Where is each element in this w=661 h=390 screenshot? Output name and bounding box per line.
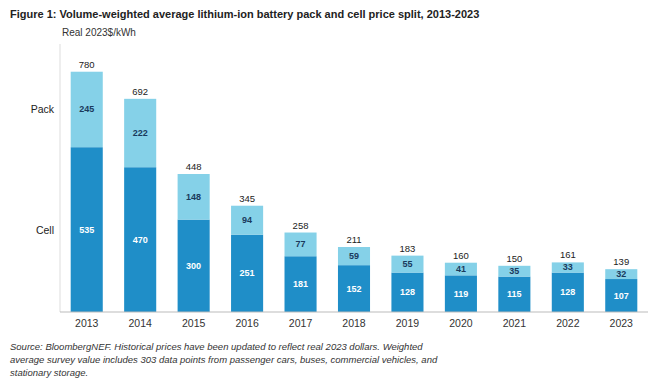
x-tick-label: 2019 bbox=[396, 317, 420, 329]
x-tick-label: 2022 bbox=[556, 317, 580, 329]
segment-label: 470 bbox=[133, 235, 148, 245]
bar-segment bbox=[338, 265, 370, 312]
y-axis-label: Real 2023$/kWh bbox=[62, 27, 136, 38]
total-label: 183 bbox=[400, 243, 416, 254]
title: Figure 1: Volume-weighted average lithiu… bbox=[10, 8, 479, 20]
total-label: 150 bbox=[506, 253, 522, 264]
x-tick-label: 2020 bbox=[449, 317, 473, 329]
total-label: 345 bbox=[239, 193, 255, 204]
source-note: Source: BloombergNEF. Historical prices … bbox=[10, 341, 438, 378]
bar-segment bbox=[605, 269, 637, 279]
segment-label: 119 bbox=[454, 289, 469, 299]
data-labels: 535 245 780 470 222 692 300 148 448 251 94 345 181 77… bbox=[79, 59, 629, 301]
source-line: average survey value includes 303 data p… bbox=[10, 354, 438, 365]
bar-segment bbox=[445, 263, 477, 276]
bar-segment bbox=[178, 220, 210, 312]
bar-segment bbox=[178, 174, 210, 220]
bar-segment bbox=[71, 147, 103, 312]
source-line: stationary storage. bbox=[10, 367, 88, 378]
bar-segment bbox=[338, 247, 370, 265]
series-label: Cell bbox=[36, 224, 54, 236]
bar-segment bbox=[124, 167, 156, 312]
bar-segment bbox=[391, 256, 423, 273]
bar-segment bbox=[391, 273, 423, 312]
segment-label: 41 bbox=[456, 264, 466, 274]
x-tick-label: 2014 bbox=[129, 317, 153, 329]
total-label: 692 bbox=[132, 86, 148, 97]
x-tick-label: 2015 bbox=[182, 317, 206, 329]
total-label: 780 bbox=[79, 59, 95, 70]
total-label: 211 bbox=[346, 234, 361, 245]
x-tick-label: 2023 bbox=[610, 317, 634, 329]
bar-segment bbox=[231, 206, 263, 235]
x-tick-label: 2017 bbox=[289, 317, 313, 329]
segment-label: 251 bbox=[240, 268, 255, 278]
segment-label: 128 bbox=[560, 287, 575, 297]
bar-segment bbox=[231, 235, 263, 312]
x-tick-label: 2021 bbox=[503, 317, 527, 329]
total-label: 258 bbox=[293, 220, 309, 231]
bar-segment bbox=[605, 279, 637, 312]
bar-segment bbox=[285, 256, 317, 312]
total-label: 139 bbox=[613, 256, 629, 267]
segment-label: 77 bbox=[296, 239, 306, 249]
bar-segment bbox=[498, 266, 530, 277]
segment-label: 107 bbox=[614, 291, 629, 301]
segment-label: 94 bbox=[242, 215, 252, 225]
segment-label: 33 bbox=[563, 262, 573, 272]
x-axis-line bbox=[60, 312, 648, 313]
y-axis-line bbox=[60, 44, 61, 312]
bar-segment bbox=[498, 277, 530, 312]
total-label: 448 bbox=[186, 161, 202, 172]
total-label: 160 bbox=[453, 250, 469, 261]
segment-label: 148 bbox=[186, 192, 201, 202]
bar-segment bbox=[552, 273, 584, 312]
x-tick-label: 2013 bbox=[75, 317, 99, 329]
segment-label: 535 bbox=[79, 225, 94, 235]
segment-label: 55 bbox=[402, 259, 412, 269]
bar-segment bbox=[552, 262, 584, 272]
segment-label: 245 bbox=[79, 104, 94, 114]
chart: Figure 1: Volume-weighted average lithiu… bbox=[0, 0, 661, 390]
x-tick-label: 2016 bbox=[235, 317, 259, 329]
bar-segment bbox=[71, 72, 103, 147]
segment-label: 181 bbox=[293, 279, 308, 289]
bars bbox=[71, 72, 638, 312]
source-line: Source: BloombergNEF. Historical prices … bbox=[10, 341, 423, 352]
bar-segment bbox=[285, 233, 317, 257]
segment-label: 32 bbox=[616, 269, 626, 279]
segment-label: 35 bbox=[509, 266, 519, 276]
segment-label: 59 bbox=[349, 251, 359, 261]
segment-label: 300 bbox=[186, 261, 201, 271]
segment-label: 128 bbox=[400, 287, 415, 297]
bar-segment bbox=[124, 99, 156, 167]
segment-label: 115 bbox=[507, 289, 522, 299]
segment-label: 222 bbox=[133, 128, 148, 138]
bar-segment bbox=[445, 275, 477, 312]
total-label: 161 bbox=[560, 249, 576, 260]
series-label: Pack bbox=[31, 103, 55, 115]
x-tick-label: 2018 bbox=[342, 317, 366, 329]
segment-label: 152 bbox=[346, 284, 361, 294]
